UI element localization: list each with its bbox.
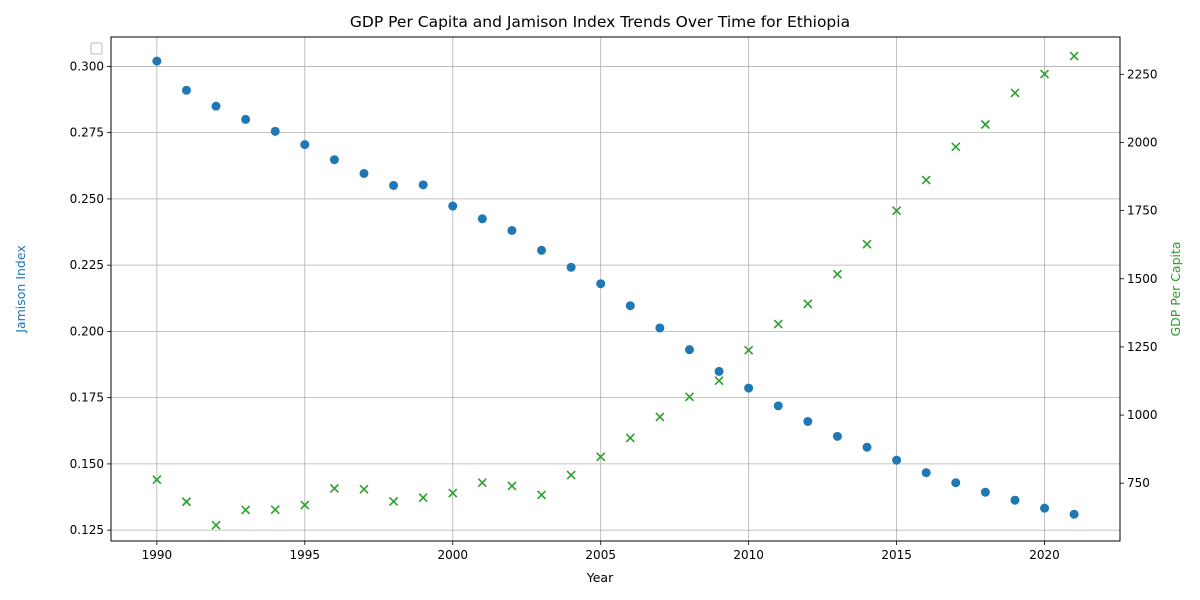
gdp-per-capita-point [389,496,399,507]
gdp-per-capita-point [596,452,606,462]
gdp-per-capita-point [980,119,990,130]
y-axis-right: 750 1000 1250 1500 1750 2000 2250 [1120,67,1158,490]
y-left-tick-label: 0.175 [70,391,104,405]
jamison-index-point [773,401,783,411]
jamison-index-point [300,140,310,150]
y-left-tick-label: 0.225 [70,258,104,272]
jamison-index-point [892,455,902,465]
y-left-tick-label: 0.150 [70,457,104,471]
x-tick-label: 2005 [585,548,616,562]
gdp-per-capita-point [418,493,428,503]
jamison-index-point [951,478,961,488]
gdp-per-capita-point [684,392,695,402]
gdp-per-capita-point [566,470,576,480]
gdp-per-capita-point [329,483,339,493]
grid-lines [111,37,1120,541]
y-right-tick-label: 2000 [1127,135,1158,149]
gdp-per-capita-point [655,412,665,422]
y-right-tick-label: 750 [1127,476,1150,490]
jamison-index-point [241,114,251,124]
gdp-per-capita-point [714,376,724,386]
jamison-index-point [862,442,872,452]
jamison-index-point [448,201,458,211]
jamison-index-point [625,301,635,311]
gdp-per-capita-point [1010,88,1020,98]
jamison-index-point [684,345,694,355]
y-right-tick-label: 1250 [1127,340,1158,354]
x-tick-label: 1990 [142,548,173,562]
jamison-index-point [507,225,517,235]
chart-title: GDP Per Capita and Jamison Index Trends … [350,13,850,31]
jamison-index-point [211,101,221,111]
y-axis-left-label: Jamison Index [13,245,28,333]
plot-frame [110,36,1121,542]
jamison-index-point [270,126,280,136]
gdp-per-capita-point [359,484,369,494]
jamison-index-point [596,279,606,289]
jamison-index-point [181,85,191,95]
gdp-per-capita-point [1039,69,1050,79]
jamison-index-point [152,56,162,66]
gdp-per-capita-point [951,142,961,152]
gdp-per-capita-point [477,478,487,488]
jamison-index-point [329,155,339,165]
gdp-per-capita-point [448,488,458,498]
x-tick-label: 1995 [290,548,321,562]
gdp-per-capita-point [862,239,872,249]
x-tick-label: 2000 [437,548,468,562]
y-right-tick-label: 1750 [1127,204,1158,218]
gdp-per-capita-point [152,475,162,485]
gdp-per-capita-point [300,500,310,510]
x-axis-label: Year [586,570,614,585]
gdp-per-capita-point [270,505,280,515]
jamison-index-point [832,431,842,441]
x-tick-label: 2015 [881,548,912,562]
gdp-per-capita-point [211,520,221,530]
jamison-index-point [359,168,369,178]
gdp-per-capita-point [803,299,813,309]
gdp-per-capita-point [625,433,635,443]
jamison-index-point [803,416,813,426]
jamison-index-point [1069,509,1079,519]
gdp-per-capita-point [744,345,754,355]
y-axis-left: 0.125 0.150 0.175 0.200 0.225 0.250 0.275 0.300 [70,59,111,537]
jamison-index-point [537,245,547,255]
jamison-index-point [921,468,931,478]
gdp-per-capita-point [832,269,842,279]
y-right-tick-label: 1000 [1127,408,1158,422]
jamison-index-point [389,180,399,190]
jamison-index-point [980,487,990,497]
x-tick-label: 2020 [1029,548,1060,562]
gdp-per-capita-point [181,497,192,507]
gdp-per-capita-point [1069,51,1079,61]
y-left-tick-label: 0.275 [70,126,104,140]
gdp-per-capita-point [536,490,547,500]
gdp-per-capita-point [241,505,251,515]
legend-box [90,42,103,55]
jamison-index-point [566,262,576,272]
gdp-per-capita-point [921,175,931,185]
x-axis: 1990 1995 2000 2005 2010 2015 2020 [142,541,1060,562]
x-tick-label: 2010 [733,548,764,562]
jamison-index-point [1010,495,1020,505]
jamison-index-point [655,323,665,333]
jamison-index-point [744,383,754,393]
gdp-per-capita-point [892,206,902,216]
y-left-tick-label: 0.250 [70,192,104,206]
data-markers [152,51,1079,530]
y-right-tick-label: 1500 [1127,272,1158,286]
y-right-tick-label: 2250 [1127,67,1158,81]
y-left-tick-label: 0.300 [70,59,104,73]
jamison-index-point [1040,503,1050,513]
gdp-per-capita-point [773,319,783,329]
jamison-index-point [714,366,724,376]
jamison-index-point [418,180,428,190]
y-left-tick-label: 0.125 [70,523,104,537]
jamison-index-point [477,214,487,224]
gdp-per-capita-point [507,481,517,491]
y-axis-right-label: GDP Per Capita [1168,241,1183,336]
y-left-tick-label: 0.200 [70,324,104,338]
